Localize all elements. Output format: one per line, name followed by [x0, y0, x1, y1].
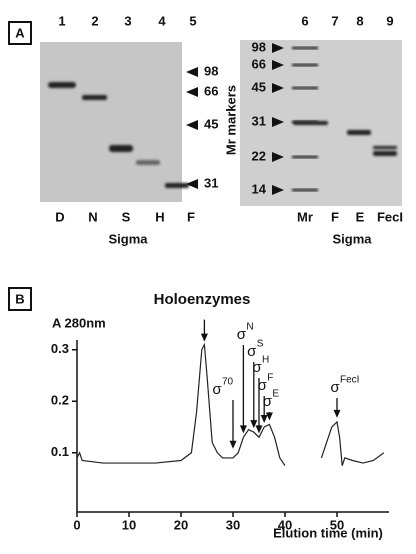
marker-arrow: [272, 60, 284, 70]
lane-number: 7: [331, 13, 338, 28]
annotation-sup: H: [262, 355, 269, 366]
marker-label: 66: [252, 56, 266, 71]
lane-label: F: [331, 209, 339, 224]
marker-label: 22: [252, 148, 266, 163]
marker-label: 31: [204, 175, 218, 190]
lane-number: 5: [189, 13, 196, 28]
annotation-label: σ: [237, 326, 247, 343]
marker-band: [292, 46, 318, 50]
annotation-sup: FecI: [340, 375, 359, 386]
arrow-head: [265, 412, 273, 421]
panel-label-box: [8, 21, 32, 45]
arrow-head: [200, 333, 208, 342]
marker-label: 31: [252, 113, 266, 128]
lane-number: 3: [124, 13, 131, 28]
marker-label: 45: [204, 116, 218, 131]
marker-band: [292, 155, 318, 159]
marker-label: 98: [252, 39, 266, 54]
marker-arrow: [186, 67, 198, 77]
marker-band: [292, 120, 318, 124]
marker-band: [292, 188, 318, 192]
panel-label: B: [15, 291, 24, 306]
y-tick-label: 0.3: [51, 341, 69, 356]
arrow-head: [229, 440, 237, 449]
annotation-label: σ: [212, 381, 222, 398]
lane-number: 8: [356, 13, 363, 28]
lane-number: 4: [158, 13, 166, 28]
marker-band: [292, 63, 318, 67]
band: [82, 95, 107, 100]
marker-arrow: [272, 117, 284, 127]
axis-label: Mr markers: [223, 85, 238, 155]
arrow-head: [239, 425, 247, 434]
y-tick-label: 0.1: [51, 444, 69, 459]
annotation-sup: S: [257, 339, 264, 350]
lane-label: FecI: [377, 209, 403, 224]
band: [347, 130, 371, 135]
annotation-sup: N: [246, 322, 253, 333]
annotation-label: σ: [330, 379, 340, 396]
annotation-sup: 70: [222, 377, 234, 388]
marker-arrow: [272, 83, 284, 93]
group-label: Sigma: [108, 231, 148, 246]
annotation-label: σ: [258, 377, 268, 394]
lane-number: 9: [386, 13, 393, 28]
marker-arrow: [272, 185, 284, 195]
lane-label: S: [122, 209, 131, 224]
annotation-label: σ: [252, 359, 262, 376]
marker-label: 14: [252, 181, 267, 196]
y-tick-label: 0.2: [51, 393, 69, 408]
lane-label: F: [187, 209, 195, 224]
lane-number: 1: [58, 13, 65, 28]
marker-label: 45: [252, 79, 266, 94]
band: [373, 151, 397, 156]
band: [48, 82, 76, 88]
annotation-sup: F: [267, 373, 273, 384]
marker-arrow: [186, 120, 198, 130]
group-label: Sigma: [332, 231, 372, 246]
annotation-label: σ: [263, 393, 273, 410]
annotation-label: σ: [247, 343, 257, 360]
arrow-head: [260, 415, 268, 424]
lane-number: 2: [91, 13, 98, 28]
band: [136, 160, 160, 165]
panel-label-box: [8, 287, 32, 311]
x-tick-label: 0: [73, 517, 80, 532]
chart-title: Holoenzymes: [154, 291, 251, 308]
marker-arrow: [272, 43, 284, 53]
marker-label: 98: [204, 63, 218, 78]
marker-arrow: [272, 152, 284, 162]
x-tick-label: 30: [226, 517, 240, 532]
x-tick-label: 50: [330, 517, 344, 532]
band: [109, 145, 133, 152]
marker-arrow: [186, 87, 198, 97]
lane-label: H: [155, 209, 164, 224]
band: [165, 183, 189, 188]
lane-label: Mr: [297, 209, 313, 224]
annotation-sup: E: [272, 389, 279, 400]
x-tick-label: 10: [122, 517, 136, 532]
left-gel: [40, 42, 182, 202]
marker-band: [292, 86, 318, 90]
trace: [76, 342, 385, 466]
x-axis-label: Elution time (min): [273, 525, 383, 540]
x-tick-label: 40: [278, 517, 292, 532]
arrow-head: [255, 425, 263, 434]
marker-label: 66: [204, 83, 218, 98]
lane-number: 6: [301, 13, 308, 28]
marker-arrow: [186, 179, 198, 189]
lane-label: N: [88, 209, 97, 224]
lane-label: E: [356, 209, 365, 224]
band: [373, 146, 397, 149]
arrow-head: [333, 409, 341, 418]
x-tick-label: 20: [174, 517, 188, 532]
panel-label: A: [15, 25, 25, 40]
lane-label: D: [55, 209, 64, 224]
arrow-head: [250, 420, 258, 429]
y-axis-label: A 280nm: [52, 315, 106, 330]
